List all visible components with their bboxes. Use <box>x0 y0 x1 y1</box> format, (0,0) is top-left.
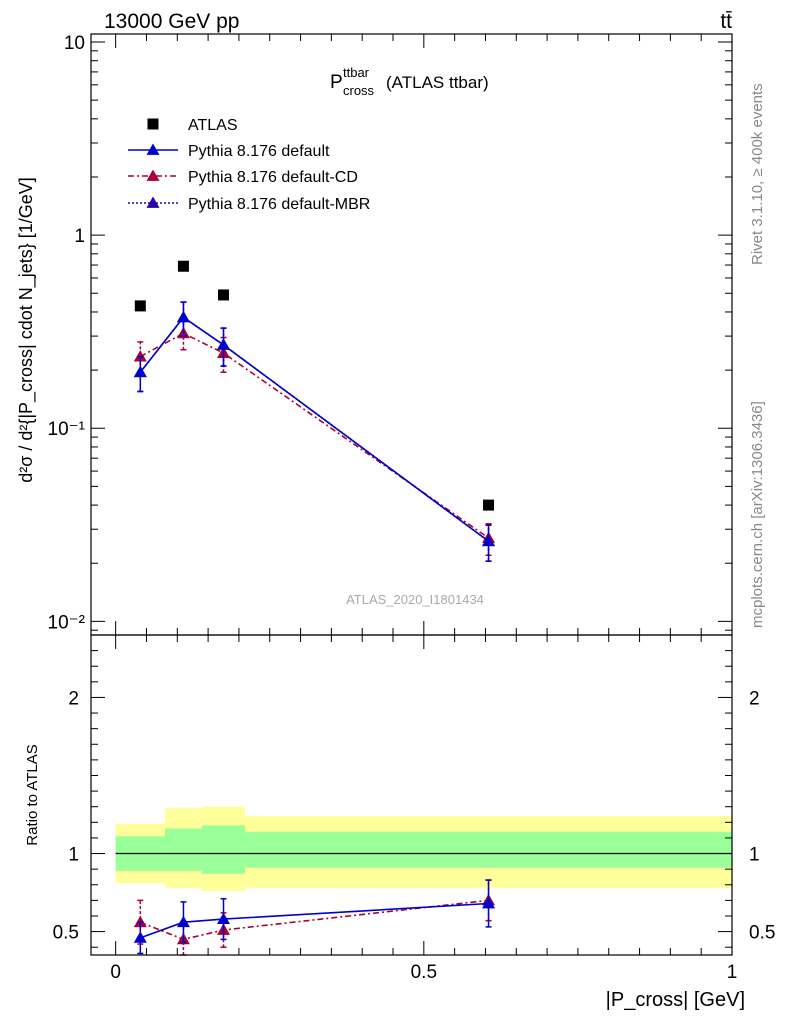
ratio-panel-frame <box>90 634 733 956</box>
ratio-series-pythia-8-176-default <box>133 879 496 955</box>
plot-title-main: P <box>330 72 343 93</box>
series-line <box>139 316 490 542</box>
legend-marker <box>146 196 160 208</box>
ratio-series-marker <box>217 912 231 924</box>
analysis-watermark: ATLAS_2020_I1801434 <box>346 592 484 607</box>
plot-title-suffix: (ATLAS ttbar) <box>386 73 489 92</box>
series-marker <box>176 310 190 323</box>
ratio-series-pythia-8-176-default-cd <box>133 879 496 956</box>
plot-title-sub: cross <box>343 83 375 98</box>
series-marker <box>133 365 147 378</box>
ratio-series-marker <box>133 915 147 928</box>
series-atlas <box>134 260 495 511</box>
legend-label: Pythia 8.176 default-CD <box>188 169 358 186</box>
ratio-series-marker <box>133 931 147 943</box>
ratio-band-inner <box>201 825 246 874</box>
plot-title: P ttbar cross (ATLAS ttbar) <box>330 65 489 98</box>
plot-title-sup: ttbar <box>343 65 370 80</box>
ratio-band-inner <box>245 831 732 868</box>
atlas-marker <box>177 260 189 272</box>
ratio-xlabel: |P_cross| [GeV] <box>606 989 745 1011</box>
ratio-ytick-label: 1 <box>68 845 79 866</box>
main-ytick-label: 10⁻¹ <box>48 419 86 440</box>
ratio-panel: 0.5 0.5 1 1 2 2 0 0.5 1 <box>53 634 775 983</box>
legend-marker <box>146 143 160 155</box>
series-line <box>139 316 490 542</box>
ratio-ytick-label-right: 1 <box>749 845 760 866</box>
ratio-ytick-label-right: 0.5 <box>749 923 775 944</box>
ratio-xtick-label: 0 <box>110 962 121 983</box>
ratio-series-marker <box>482 896 496 909</box>
svg-text:P: P <box>330 72 343 93</box>
main-ylabel: d²σ / d²{|P_cross| cdot N_jets} [1/GeV] <box>16 177 37 483</box>
ratio-ytick-label-right: 2 <box>749 688 760 709</box>
ratio-ytick-label: 0.5 <box>53 923 79 944</box>
series-pythia-8-176-default <box>133 301 496 562</box>
legend: ATLAS Pythia 8.176 default Pythia 8.176 de… <box>128 117 370 213</box>
legend-marker-atlas <box>147 118 159 130</box>
legend-label: ATLAS <box>188 117 238 134</box>
rivet-label: Rivet 3.1.10, ≥ 400k events <box>749 83 766 265</box>
ratio-xtick-label: 1 <box>727 962 738 983</box>
legend-marker <box>146 169 160 181</box>
main-ytick-label: 1 <box>74 226 85 247</box>
series-pythia-8-176-default-mbr <box>133 301 496 562</box>
header-right-label: tt̄ <box>720 10 732 33</box>
series-line <box>139 332 490 539</box>
ratio-ytick-label: 2 <box>68 688 79 709</box>
legend-label: Pythia 8.176 default-MBR <box>188 196 370 213</box>
series-pythia-8-176-default-cd <box>133 318 496 556</box>
ratio-series-line <box>140 902 489 939</box>
main-ytick-label: 10⁻² <box>48 612 86 633</box>
series-marker <box>133 350 147 362</box>
mcplots-label: mcplots.cern.ch [arXiv:1306.3436] <box>749 401 766 628</box>
main-ytick-label: 10 <box>64 33 85 54</box>
atlas-marker <box>218 289 230 301</box>
series-marker <box>217 338 231 350</box>
ratio-xtick-label: 0.5 <box>411 962 437 983</box>
ratio-ylabel: Ratio to ATLAS <box>24 744 41 845</box>
ratio-band-inner <box>164 828 202 871</box>
main-panel: 10 1 10⁻¹ 10⁻² <box>48 33 733 636</box>
header-left-label: 13000 GeV pp <box>104 10 239 33</box>
series-marker <box>482 534 496 547</box>
atlas-marker <box>134 300 146 312</box>
atlas-marker <box>483 499 495 511</box>
legend-label: Pythia 8.176 default <box>188 143 330 160</box>
ratio-series-marker <box>176 915 190 928</box>
